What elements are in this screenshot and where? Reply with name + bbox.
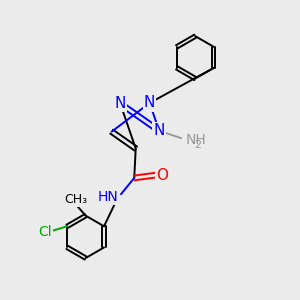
- Text: HN: HN: [97, 190, 118, 204]
- Text: Cl: Cl: [38, 225, 52, 239]
- Text: O: O: [156, 167, 168, 182]
- Text: N: N: [154, 123, 165, 138]
- Text: CH₃: CH₃: [64, 193, 87, 206]
- Text: NH: NH: [186, 133, 206, 147]
- Text: N: N: [144, 95, 155, 110]
- Text: N: N: [115, 96, 126, 111]
- Text: 2: 2: [194, 140, 202, 150]
